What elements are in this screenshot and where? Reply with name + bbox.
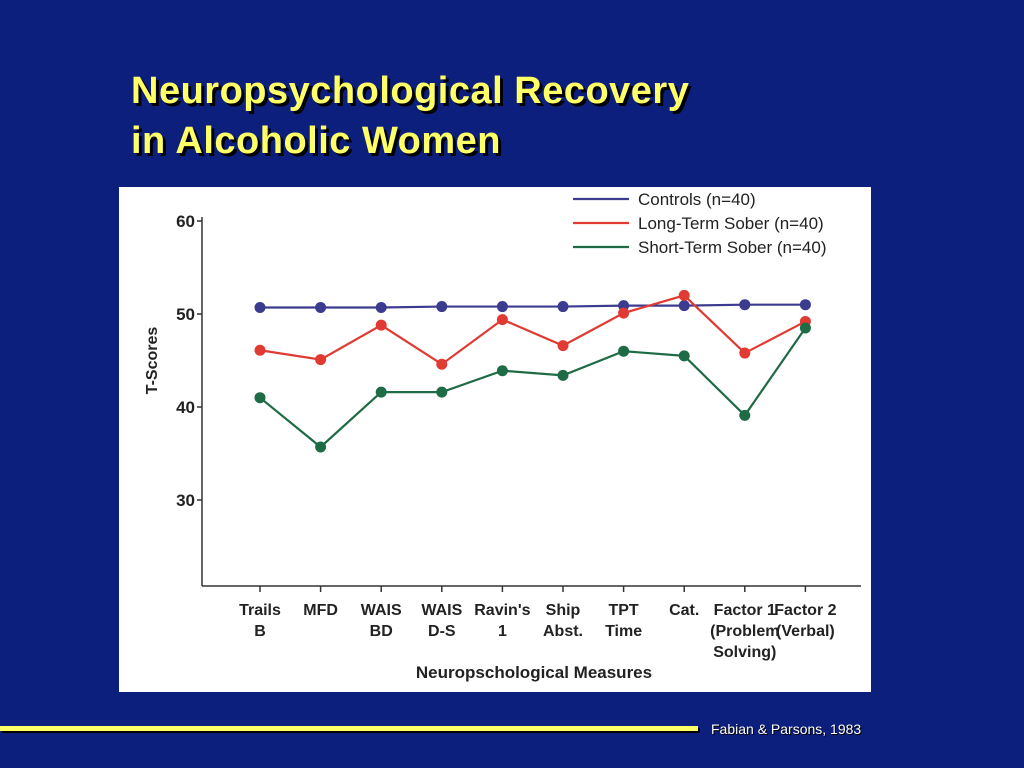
x-tick-label: Solving): [713, 644, 776, 661]
line-chart: 30 40 50 60 T-Scores Trails B MFD WAIS BD WAIS D-S R…: [144, 190, 861, 682]
title-line-1: Neuropsychological Recovery: [131, 70, 690, 112]
title-line-2: in Alcoholic Women: [131, 120, 502, 162]
data-point-s3-9: [739, 409, 751, 421]
x-tick-label: B: [254, 623, 266, 640]
data-point-s3-5: [496, 365, 508, 377]
x-tick-label: BD: [370, 623, 393, 640]
data-point-s3-6: [557, 369, 569, 381]
data-point-s1-5: [496, 301, 508, 313]
data-point-s2-3: [375, 319, 387, 331]
x-tick-label: Ravin's: [474, 602, 530, 619]
data-point-s1-8: [678, 300, 690, 312]
y-tick-label: 30: [176, 491, 195, 510]
y-axis-label: T-Scores: [144, 327, 161, 395]
data-point-s3-8: [678, 350, 690, 362]
legend-label-1: Controls (n=40): [638, 190, 756, 209]
data-point-s2-9: [739, 347, 751, 359]
x-tick-label: Cat.: [669, 602, 699, 619]
series-line-3: [259, 327, 807, 449]
data-point-s2-2: [315, 354, 327, 366]
data-point-s1-9: [739, 299, 751, 311]
x-tick-label: D-S: [428, 623, 456, 640]
legend-label-3: Short-Term Sober (n=40): [638, 238, 827, 257]
x-tick-label: Time: [605, 623, 642, 640]
x-tick-label: Trails: [239, 602, 281, 619]
chart-panel: 30 40 50 60 T-Scores Trails B MFD WAIS BD WAIS D-S R…: [119, 187, 871, 692]
data-point-s2-1: [254, 344, 266, 356]
data-point-s1-3: [375, 301, 387, 313]
data-point-s3-4: [436, 386, 448, 398]
data-point-s1-1: [254, 301, 266, 313]
data-point-s1-4: [436, 301, 448, 313]
slide-title: Neuropsychological Recovery in Alcoholic…: [131, 66, 689, 166]
legend-label-2: Long-Term Sober (n=40): [638, 214, 824, 233]
citation: Fabian & Parsons, 1983: [711, 721, 862, 737]
x-tick-label: (Verbal): [776, 623, 835, 640]
data-point-s3-7: [618, 345, 630, 357]
series-line-2: [259, 294, 806, 366]
x-tick-label: MFD: [303, 602, 338, 619]
y-tick-label: 50: [176, 305, 195, 324]
data-point-s2-5: [496, 314, 508, 326]
x-tick-label: Factor 2: [774, 602, 836, 619]
data-point-s3-2: [315, 441, 327, 453]
data-point-s2-8: [678, 289, 690, 301]
data-point-s3-3: [375, 386, 387, 398]
x-tick-label: TPT: [608, 602, 638, 619]
data-point-s2-4: [436, 358, 448, 370]
data-point-s3-1: [254, 392, 266, 404]
y-tick-label: 60: [176, 212, 195, 231]
x-tick-label: WAIS: [361, 602, 402, 619]
x-tick-label: Abst.: [543, 623, 583, 640]
x-tick-label: WAIS: [421, 602, 462, 619]
y-tick-label: 40: [176, 398, 195, 417]
x-axis-label: Neuropschological Measures: [416, 663, 652, 682]
x-tick-label: (Problem: [710, 623, 779, 640]
data-point-s2-6: [557, 340, 569, 352]
x-tick-label: Factor 1: [714, 602, 776, 619]
x-tick-label: 1: [498, 623, 507, 640]
x-tick-label: Ship: [546, 602, 581, 619]
data-point-s1-2: [315, 301, 327, 313]
data-point-s1-6: [557, 301, 569, 313]
data-point-s2-7: [618, 307, 630, 319]
footer-rule: [0, 726, 698, 731]
data-point-s1-10: [799, 299, 811, 311]
series-line-1: [260, 303, 806, 309]
data-point-s3-10: [799, 322, 811, 334]
